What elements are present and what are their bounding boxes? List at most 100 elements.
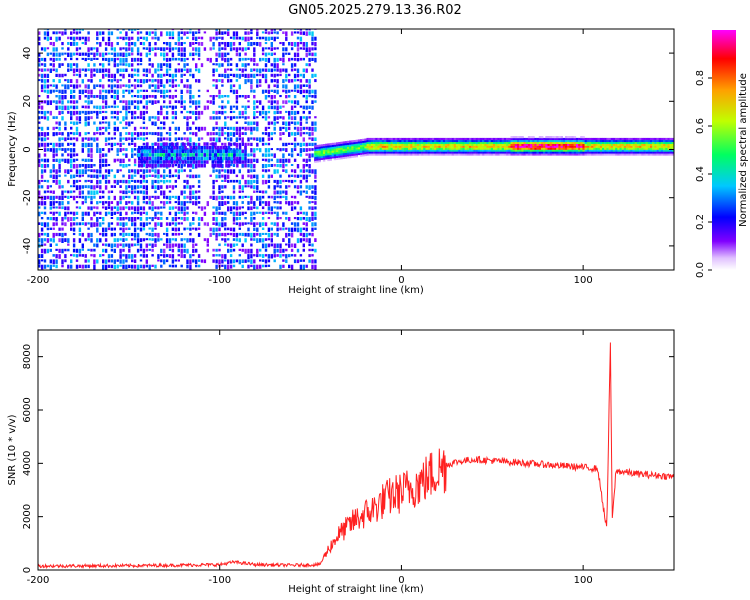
heatmap-cell — [67, 137, 70, 140]
heatmap-cell — [160, 79, 163, 84]
heatmap-cell — [49, 68, 52, 73]
heatmap-cell — [58, 73, 61, 78]
heatmap-cell — [229, 36, 233, 39]
snr-series-line — [38, 342, 674, 570]
heatmap-cell — [399, 151, 402, 154]
heatmap-cell — [256, 121, 259, 127]
heatmap-cell — [547, 149, 550, 152]
heatmap-cell — [151, 89, 154, 93]
heatmap-cell — [473, 145, 476, 148]
heatmap-cell — [197, 116, 201, 120]
heatmap-cell — [96, 137, 99, 141]
heatmap-cell — [67, 132, 70, 137]
heatmap-cell — [482, 141, 485, 144]
heatmap-cell — [384, 143, 387, 146]
heatmap-cell — [256, 248, 259, 254]
heatmap-cell — [163, 84, 166, 89]
heatmap-cell — [366, 139, 369, 143]
heatmap-cell — [217, 164, 220, 168]
heatmap-cell — [394, 137, 398, 141]
heatmap-cell — [423, 145, 426, 148]
heatmap-cell — [143, 156, 146, 161]
heatmap-cell — [163, 105, 166, 108]
heatmap-cell — [67, 264, 70, 269]
heatmap-cell — [256, 158, 259, 163]
heatmap-cell — [510, 153, 513, 156]
heatmap-cell — [84, 95, 87, 98]
heatmap-cell — [157, 160, 160, 164]
heatmap-cell — [75, 206, 79, 209]
heatmap-cell — [290, 116, 294, 121]
heatmap-cell — [401, 153, 404, 156]
heatmap-cell — [58, 79, 61, 83]
heatmap-cell — [250, 132, 253, 135]
heatmap-cell — [133, 190, 137, 194]
heatmap-cell — [477, 145, 481, 148]
heatmap-cell — [203, 206, 207, 210]
heatmap-cell — [282, 132, 285, 135]
heatmap-cell — [329, 148, 332, 152]
heatmap-cell — [451, 143, 454, 146]
heatmap-cell — [256, 79, 259, 84]
heatmap-cell — [244, 132, 247, 136]
heatmap-cell — [195, 116, 198, 121]
heatmap-cell — [250, 31, 253, 35]
heatmap-cell — [192, 238, 195, 243]
heatmap-cell — [586, 139, 590, 143]
heatmap-cell — [183, 26, 185, 28]
heatmap-cell — [72, 254, 76, 257]
heatmap-cell — [425, 145, 428, 148]
heatmap-cell — [320, 153, 324, 157]
heatmap-cell — [168, 57, 172, 62]
heatmap-cell — [78, 248, 82, 254]
heatmap-cell — [217, 149, 220, 153]
heatmap-cell — [84, 110, 87, 115]
heatmap-cell — [174, 137, 177, 142]
heatmap-cell — [165, 47, 169, 50]
heatmap-cell — [119, 121, 122, 124]
heatmap-cell — [384, 141, 387, 144]
heatmap-cell — [224, 259, 227, 262]
heatmap-cell — [136, 248, 140, 253]
heatmap-cell — [165, 31, 169, 36]
heatmap-cell — [110, 232, 114, 237]
heatmap-cell — [119, 206, 122, 211]
heatmap-cell — [104, 238, 108, 242]
heatmap-cell — [227, 57, 230, 63]
heatmap-cell — [104, 142, 108, 146]
heatmap-cell — [145, 132, 148, 136]
heatmap-cell — [580, 145, 583, 148]
heatmap-cell — [488, 139, 492, 143]
heatmap-cell — [517, 141, 520, 144]
heatmap-cell — [225, 149, 228, 153]
heatmap-cell — [70, 132, 73, 135]
heatmap-cell — [399, 137, 402, 141]
heatmap-cell — [250, 73, 253, 78]
heatmap-cell — [267, 36, 271, 41]
heatmap-cell — [364, 142, 367, 145]
heatmap-cell — [432, 151, 435, 154]
heatmap-cell — [314, 154, 317, 157]
heatmap-cell — [285, 121, 288, 126]
heatmap-cell — [192, 195, 195, 199]
heatmap-cell — [523, 145, 526, 148]
heatmap-cell — [197, 68, 201, 74]
heatmap-cell — [244, 31, 247, 35]
heatmap-cell — [151, 195, 154, 198]
heatmap-cell — [78, 121, 82, 124]
heatmap-cell — [349, 142, 352, 145]
heatmap-cell — [267, 132, 271, 137]
y-tick-label: 4000 — [22, 451, 33, 476]
heatmap-cell — [87, 232, 90, 238]
heatmap-cell — [276, 201, 279, 204]
heatmap-cell — [58, 89, 61, 94]
heatmap-cell — [87, 132, 90, 135]
heatmap-cell — [267, 31, 271, 35]
heatmap-cell — [336, 148, 339, 151]
x-tick-label: 0 — [398, 275, 404, 286]
heatmap-cell — [180, 52, 183, 57]
heatmap-cell — [119, 185, 122, 188]
heatmap-cell — [523, 139, 526, 143]
heatmap-cell — [225, 160, 228, 164]
heatmap-cell — [96, 52, 99, 56]
